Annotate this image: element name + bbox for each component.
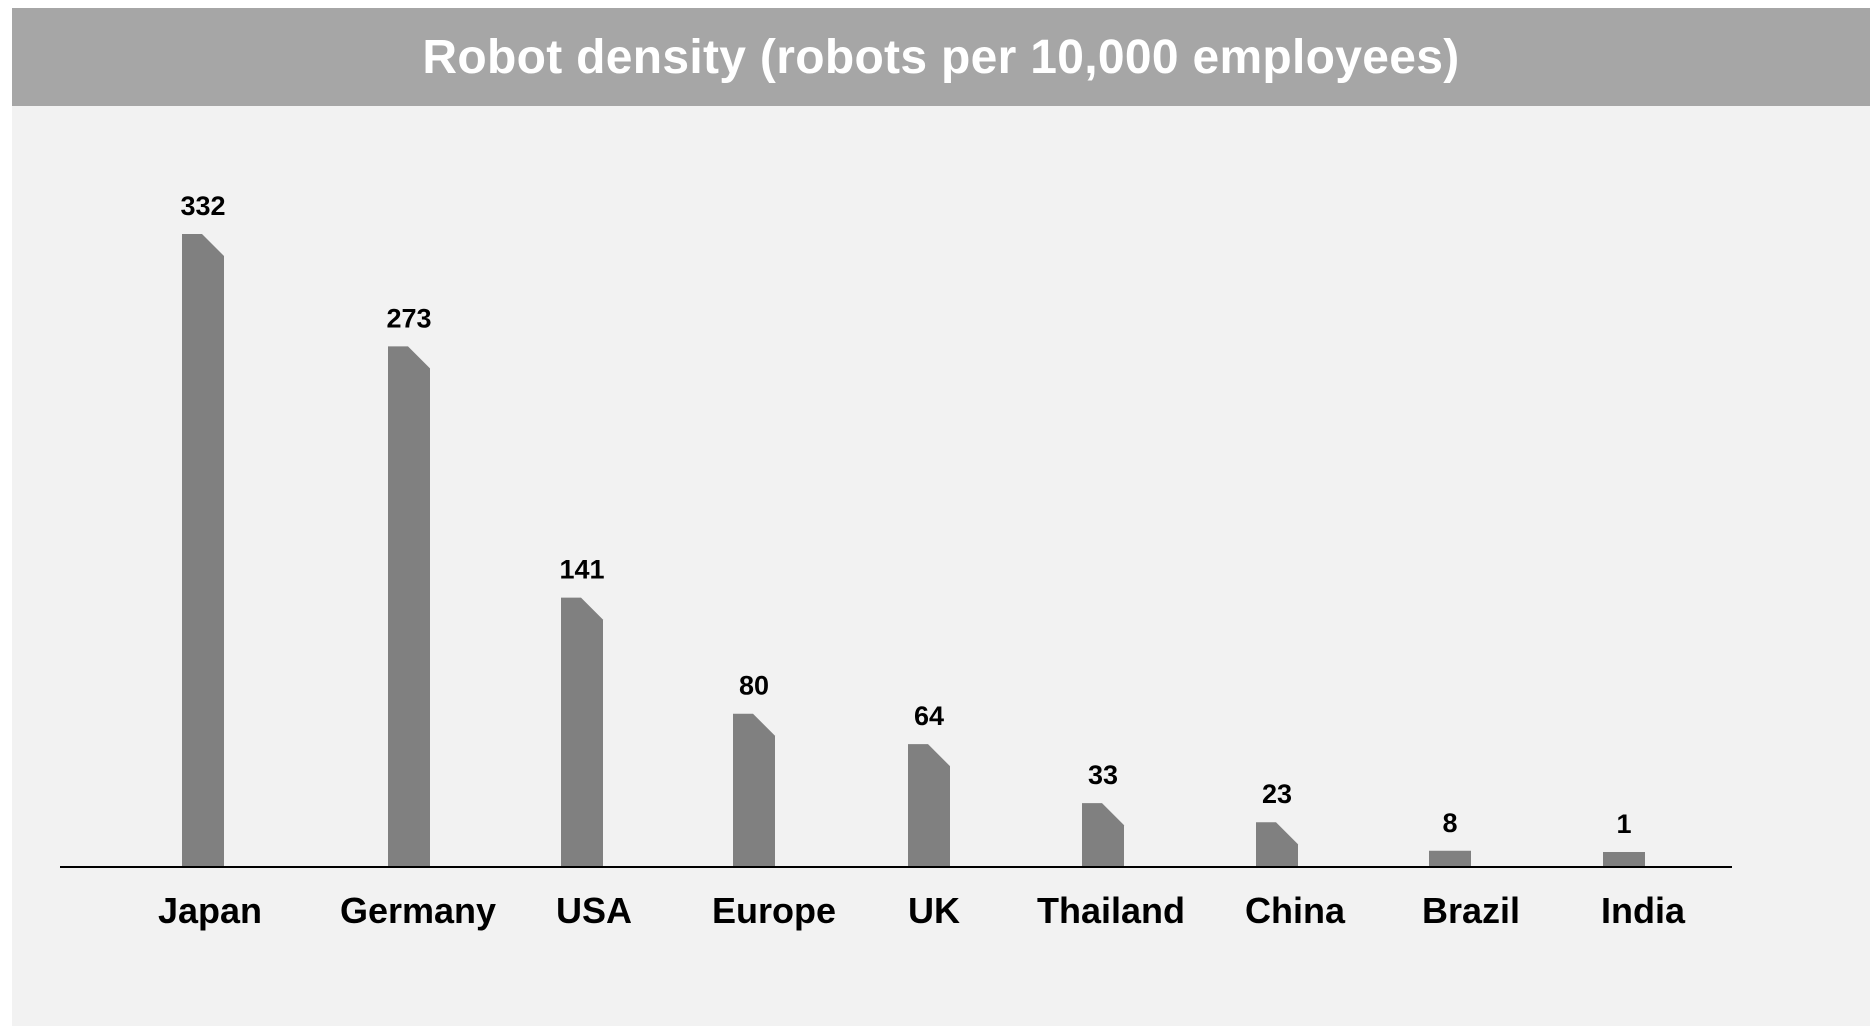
value-label-usa: 141	[559, 555, 604, 585]
bar-europe	[733, 713, 775, 866]
bar-india	[1603, 852, 1645, 866]
category-label-uk: UK	[908, 890, 960, 931]
title-bar: Robot density (robots per 10,000 employe…	[12, 8, 1870, 106]
bar-usa	[561, 597, 603, 866]
value-label-india: 1	[1616, 809, 1631, 839]
value-label-brazil: 8	[1442, 808, 1457, 838]
category-label-germany: Germany	[340, 890, 496, 931]
bar-brazil	[1429, 850, 1471, 866]
value-label-uk: 64	[914, 701, 944, 731]
category-label-thailand: Thailand	[1037, 890, 1185, 931]
category-labels-layer: Japan Germany USA Europe UK Thailand China Braz…	[158, 890, 1686, 931]
value-labels-layer: 332 273 141 80 64 33 23 8 1	[180, 191, 1631, 839]
value-label-china: 23	[1262, 779, 1292, 809]
category-label-brazil: Brazil	[1422, 890, 1520, 931]
category-label-japan: Japan	[158, 890, 262, 931]
value-label-germany: 273	[386, 303, 431, 333]
category-label-china: China	[1245, 890, 1346, 931]
category-label-europe: Europe	[712, 890, 836, 931]
bar-thailand	[1082, 803, 1124, 866]
value-label-thailand: 33	[1088, 760, 1118, 790]
bars-layer	[182, 234, 1645, 867]
bar-china	[1256, 822, 1298, 866]
category-label-usa: USA	[556, 890, 632, 931]
value-label-europe: 80	[739, 671, 769, 701]
bar-uk	[908, 744, 950, 866]
bar-germany	[388, 346, 430, 867]
bar-japan	[182, 234, 224, 866]
value-label-japan: 332	[180, 191, 225, 221]
chart-title: Robot density (robots per 10,000 employe…	[422, 30, 1460, 84]
category-label-india: India	[1601, 890, 1686, 931]
